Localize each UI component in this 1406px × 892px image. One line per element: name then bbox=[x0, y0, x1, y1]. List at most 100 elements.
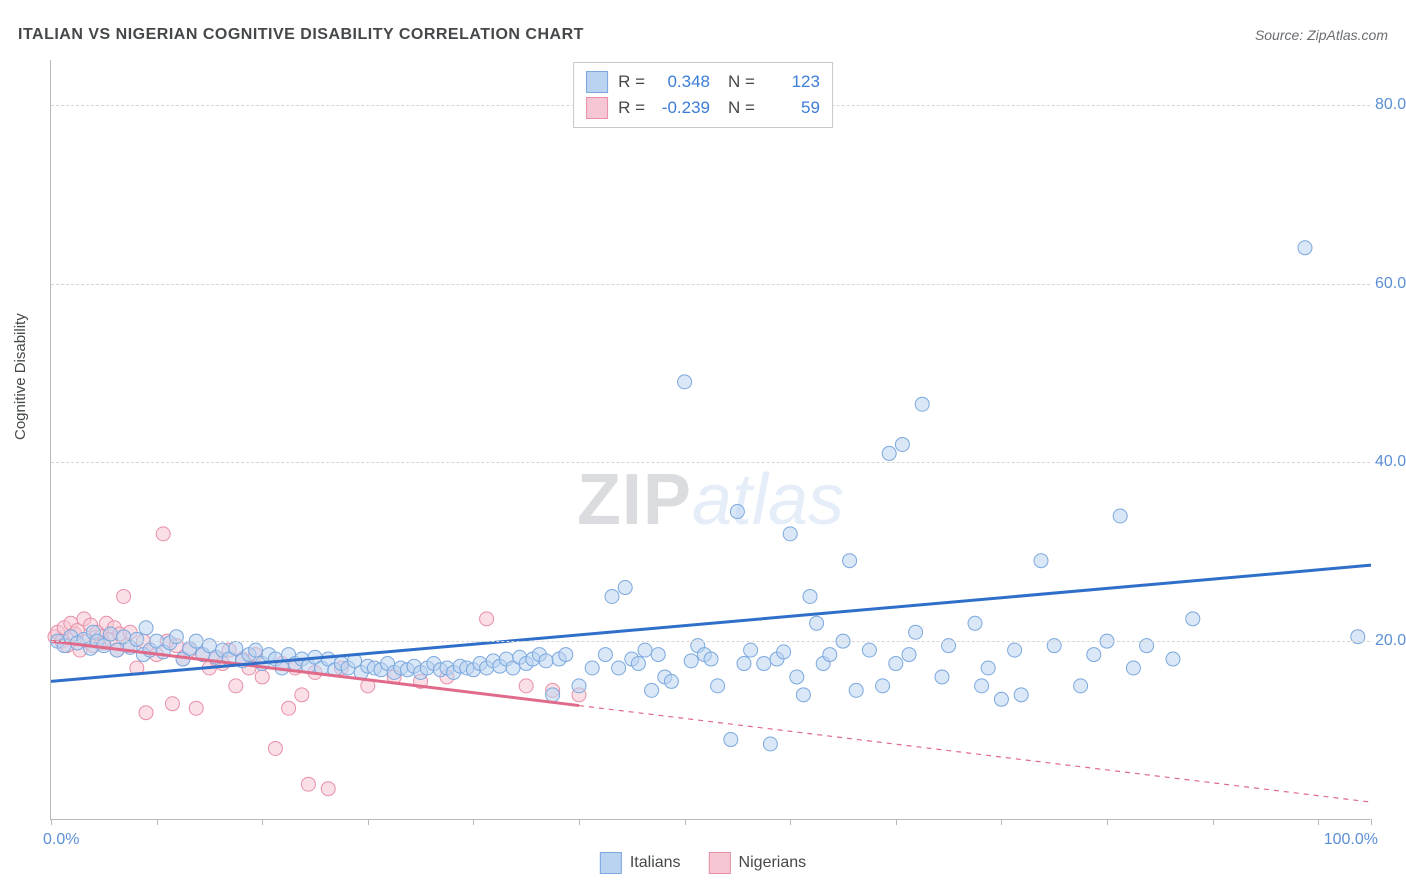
grid-line bbox=[51, 284, 1370, 285]
scatter-point-series2 bbox=[282, 701, 296, 715]
scatter-point-series1 bbox=[737, 657, 751, 671]
grid-line bbox=[51, 462, 1370, 463]
scatter-point-series1 bbox=[744, 643, 758, 657]
scatter-point-series1 bbox=[638, 643, 652, 657]
stats-row: R = 0.348 N = 123 bbox=[586, 69, 820, 95]
scatter-point-series1 bbox=[790, 670, 804, 684]
y-tick-label: 40.0% bbox=[1375, 453, 1406, 471]
scatter-point-series1 bbox=[902, 648, 916, 662]
scatter-point-series1 bbox=[1186, 612, 1200, 626]
scatter-point-series1 bbox=[810, 616, 824, 630]
scatter-point-series1 bbox=[631, 657, 645, 671]
scatter-point-series1 bbox=[895, 437, 909, 451]
stats-box: R =0.348N =123R =-0.239N =59 bbox=[573, 62, 833, 128]
chart-svg bbox=[51, 60, 1370, 819]
scatter-point-series1 bbox=[618, 581, 632, 595]
scatter-point-series1 bbox=[889, 657, 903, 671]
scatter-point-series2 bbox=[301, 777, 315, 791]
r-value: 0.348 bbox=[655, 72, 710, 92]
legend-label: Nigerians bbox=[739, 854, 807, 872]
scatter-point-series1 bbox=[598, 648, 612, 662]
scatter-point-series2 bbox=[519, 679, 533, 693]
x-tick bbox=[1213, 819, 1214, 825]
x-tick bbox=[790, 819, 791, 825]
scatter-point-series2 bbox=[295, 688, 309, 702]
scatter-point-series1 bbox=[975, 679, 989, 693]
scatter-point-series1 bbox=[1126, 661, 1140, 675]
scatter-point-series1 bbox=[1298, 241, 1312, 255]
y-axis-label: Cognitive Disability bbox=[12, 313, 29, 440]
scatter-point-series1 bbox=[763, 737, 777, 751]
scatter-point-series2 bbox=[321, 782, 335, 796]
n-label: N = bbox=[728, 98, 755, 118]
scatter-point-series1 bbox=[1113, 509, 1127, 523]
scatter-point-series1 bbox=[1034, 554, 1048, 568]
scatter-point-series2 bbox=[480, 612, 494, 626]
scatter-point-series1 bbox=[559, 648, 573, 662]
scatter-point-series1 bbox=[605, 589, 619, 603]
scatter-point-series1 bbox=[103, 627, 117, 641]
scatter-point-series1 bbox=[678, 375, 692, 389]
r-value: -0.239 bbox=[655, 98, 710, 118]
scatter-point-series2 bbox=[117, 589, 131, 603]
x-tick bbox=[368, 819, 369, 825]
scatter-point-series1 bbox=[994, 692, 1008, 706]
scatter-point-series1 bbox=[876, 679, 890, 693]
legend-swatch bbox=[709, 852, 731, 874]
scatter-point-series1 bbox=[796, 688, 810, 702]
trendline-series2-dashed bbox=[579, 706, 1371, 803]
x-tick bbox=[579, 819, 580, 825]
x-tick-label: 0.0% bbox=[43, 831, 79, 849]
x-tick bbox=[473, 819, 474, 825]
scatter-point-series1 bbox=[757, 657, 771, 671]
scatter-point-series1 bbox=[130, 632, 144, 646]
scatter-point-series1 bbox=[981, 661, 995, 675]
scatter-point-series1 bbox=[849, 683, 863, 697]
scatter-point-series1 bbox=[862, 643, 876, 657]
scatter-point-series1 bbox=[843, 554, 857, 568]
scatter-point-series1 bbox=[229, 641, 243, 655]
scatter-point-series1 bbox=[585, 661, 599, 675]
grid-line bbox=[51, 641, 1370, 642]
x-tick bbox=[51, 819, 52, 825]
scatter-point-series2 bbox=[165, 697, 179, 711]
y-tick-label: 20.0% bbox=[1375, 632, 1406, 650]
scatter-point-series1 bbox=[612, 661, 626, 675]
scatter-point-series1 bbox=[803, 589, 817, 603]
scatter-point-series1 bbox=[915, 397, 929, 411]
y-tick-label: 60.0% bbox=[1375, 275, 1406, 293]
stats-row: R =-0.239N =59 bbox=[586, 95, 820, 121]
x-tick bbox=[1371, 819, 1372, 825]
scatter-point-series1 bbox=[664, 674, 678, 688]
scatter-point-series1 bbox=[968, 616, 982, 630]
scatter-point-series1 bbox=[909, 625, 923, 639]
scatter-point-series1 bbox=[730, 505, 744, 519]
n-value: 123 bbox=[765, 72, 820, 92]
scatter-point-series1 bbox=[249, 643, 263, 657]
scatter-point-series1 bbox=[546, 688, 560, 702]
scatter-point-series2 bbox=[255, 670, 269, 684]
scatter-point-series1 bbox=[704, 652, 718, 666]
legend-label: Italians bbox=[630, 854, 681, 872]
scatter-point-series1 bbox=[139, 621, 153, 635]
scatter-point-series1 bbox=[539, 654, 553, 668]
x-tick-label: 100.0% bbox=[1324, 831, 1378, 849]
scatter-point-series2 bbox=[268, 741, 282, 755]
n-label: N = bbox=[728, 72, 755, 92]
legend-item: Italians bbox=[600, 852, 681, 874]
bottom-legend: Italians Nigerians bbox=[600, 852, 806, 874]
legend-swatch bbox=[586, 71, 608, 93]
scatter-point-series1 bbox=[1166, 652, 1180, 666]
x-tick bbox=[685, 819, 686, 825]
y-tick-label: 80.0% bbox=[1375, 96, 1406, 114]
x-tick bbox=[1107, 819, 1108, 825]
r-label: R = bbox=[618, 72, 645, 92]
scatter-point-series1 bbox=[777, 645, 791, 659]
legend-item: Nigerians bbox=[709, 852, 807, 874]
x-tick bbox=[157, 819, 158, 825]
scatter-point-series1 bbox=[684, 654, 698, 668]
scatter-point-series1 bbox=[1087, 648, 1101, 662]
scatter-point-series1 bbox=[724, 733, 738, 747]
r-label: R = bbox=[618, 98, 645, 118]
plot-area: ZIPatlas 20.0%40.0%60.0%80.0%0.0%100.0% bbox=[50, 60, 1370, 820]
